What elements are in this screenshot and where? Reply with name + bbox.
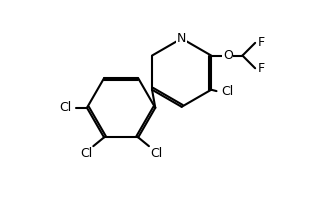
Text: N: N xyxy=(177,32,186,45)
Text: F: F xyxy=(258,62,265,75)
Text: F: F xyxy=(258,36,265,49)
Text: Cl: Cl xyxy=(150,147,162,160)
Text: Cl: Cl xyxy=(59,101,71,114)
Text: Cl: Cl xyxy=(221,85,233,98)
Text: O: O xyxy=(223,49,233,62)
Text: Cl: Cl xyxy=(80,147,92,160)
